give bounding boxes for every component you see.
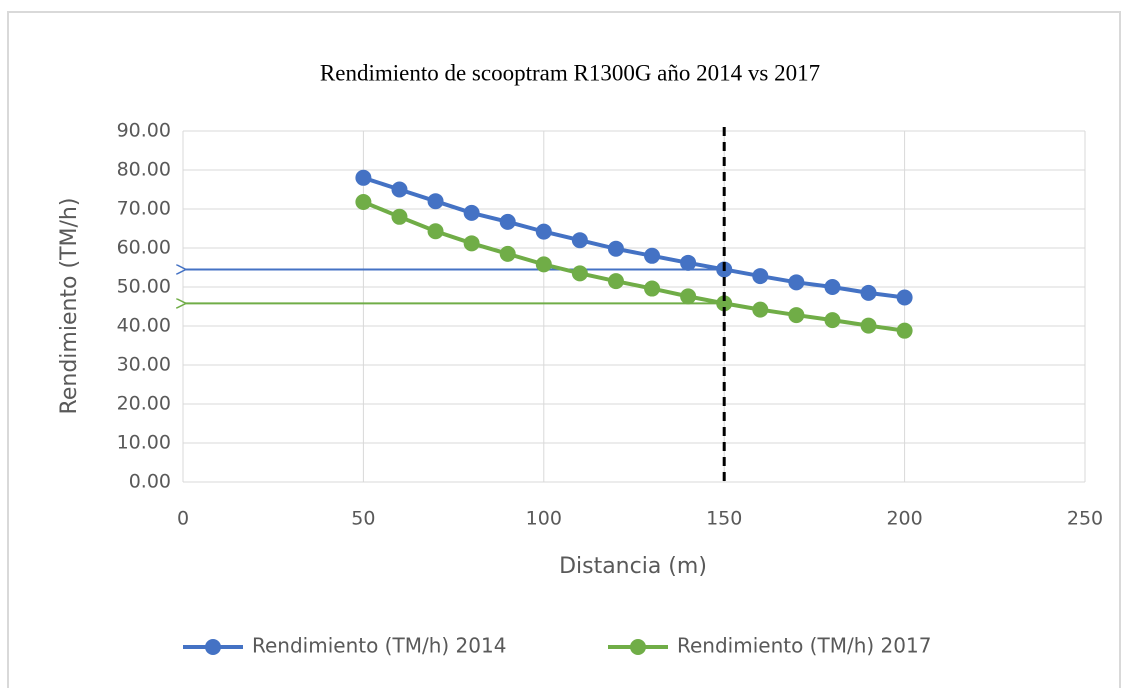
point [427,193,444,210]
x-tick-label: 150 [706,508,742,530]
series-line [362,175,905,300]
y-tick-label: 70.00 [117,198,171,220]
legend-label: Rendimiento (TM/h) 2017 [677,634,931,658]
y-tick-label: 80.00 [117,159,171,181]
point [824,312,841,329]
y-tick-label: 30.00 [117,354,171,376]
point [716,295,733,312]
y-tick-label: 10.00 [117,432,171,454]
point [752,301,769,318]
point [860,284,877,301]
point [535,256,552,273]
y-tick-label: 20.00 [117,393,171,415]
point [680,254,697,271]
x-tick-label: 200 [886,508,922,530]
point [607,240,624,257]
point [499,245,516,262]
legend-label: Rendimiento (TM/h) 2014 [252,634,506,658]
point [788,307,805,324]
point [788,274,805,291]
x-tick-label: 100 [526,508,562,530]
point [535,223,552,240]
y-tick-label: 0.00 [129,471,171,493]
chart-frame [7,11,1121,688]
point [896,289,913,306]
point [463,235,480,252]
point [860,317,877,334]
point [824,279,841,295]
point [427,223,444,240]
x-tick-label: 50 [351,508,375,530]
y-tick-label: 90.00 [117,120,171,142]
x-axis-label: Distancia (m) [559,554,707,579]
legend-marker [630,639,646,655]
point [680,288,697,305]
point [391,208,408,225]
x-tick-label: 250 [1067,508,1103,530]
chart-title: Rendimiento de scooptram R1300G año 2014… [320,60,820,85]
point [752,268,769,285]
x-tick-label: 0 [177,508,189,530]
legend-marker [205,639,221,655]
y-tick-label: 50.00 [117,276,171,298]
point [644,280,661,297]
point [571,232,588,249]
point [391,181,408,198]
y-tick-label: 40.00 [117,315,171,337]
point [896,322,913,339]
point [607,273,624,290]
y-tick-label: 60.00 [117,237,171,259]
point [571,265,588,282]
y-axis-label: Rendimiento (TM/h) [57,198,82,415]
point [463,204,480,221]
point [355,193,372,210]
point [355,169,372,186]
point [499,213,516,230]
point [644,247,661,264]
series-line [362,200,905,333]
